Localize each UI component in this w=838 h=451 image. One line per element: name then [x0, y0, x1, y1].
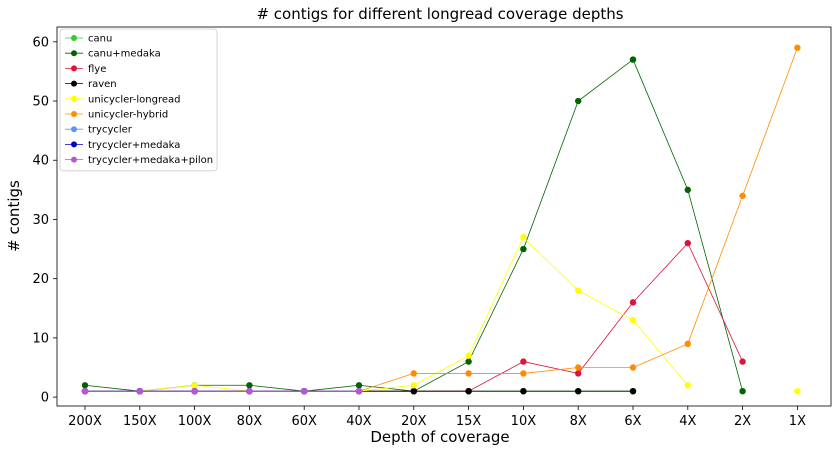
x-tick-label: 20X: [401, 414, 427, 429]
data-point-trycycler-medaka-pilon: [191, 387, 198, 395]
legend-marker-raven: [71, 80, 77, 87]
data-point-canu-medaka: [629, 56, 637, 63]
data-point-unicycler-hybrid: [794, 44, 801, 51]
y-tick-label: 10: [32, 331, 49, 346]
data-point-unicycler-longread: [191, 382, 198, 389]
data-point-unicycler-longread: [520, 234, 527, 241]
data-point-canu-medaka: [81, 382, 89, 389]
legend-marker-trycycler-medaka-pilon: [71, 156, 77, 163]
legend-marker-flye: [71, 65, 77, 72]
x-tick-label: 100X: [178, 414, 212, 429]
x-tick-label: 150X: [123, 414, 157, 429]
data-point-unicycler-longread: [465, 352, 472, 359]
plot-area: 200X 150X 100X 80X 60X 40X 20X 15X 10X 8X 6X 4X 2X 1X…: [32, 35, 806, 429]
legend-label-unicycler-hybrid: unicycler-hybrid: [88, 110, 168, 121]
series-line-unicycler-longread: [85, 236, 689, 392]
data-point-trycycler-medaka-pilon: [81, 387, 89, 395]
data-point-unicycler-hybrid: [739, 192, 746, 199]
legend-box: [59, 28, 218, 172]
x-tick-label: 8X: [570, 414, 587, 429]
legend-label-trycycler-medaka: trycycler+medaka: [88, 140, 180, 151]
legend-label-trycycler: trycycler: [88, 125, 133, 136]
data-point-canu-medaka: [520, 245, 527, 253]
data-point-flye: [629, 299, 637, 306]
x-tick-label: 4X: [679, 414, 696, 429]
x-tick-label: 1X: [789, 414, 806, 429]
legend-marker-canu: [71, 35, 77, 41]
legend-marker-trycycler-medaka: [71, 141, 77, 148]
data-point-unicycler-hybrid: [410, 370, 417, 377]
x-tick-label: 2X: [734, 414, 751, 429]
y-axis-title: # contigs: [5, 180, 23, 252]
series-trycycler-medaka-pilon: [81, 387, 363, 395]
y-tick-label: 60: [32, 35, 49, 50]
data-point-canu-medaka: [575, 97, 582, 105]
data-point-raven: [575, 387, 582, 395]
data-point-unicycler-longread: [794, 387, 801, 395]
legend-label-canu: canu: [88, 34, 112, 45]
x-tick-label: 200X: [68, 414, 102, 429]
data-point-trycycler-medaka-pilon: [301, 387, 308, 395]
y-tick-label: 30: [32, 213, 49, 228]
legend-label-canu-medaka: canu+medaka: [88, 49, 161, 60]
data-point-canu-medaka: [355, 382, 363, 389]
data-point-canu-medaka: [739, 387, 746, 395]
data-point-canu-medaka: [465, 358, 472, 365]
data-point-raven: [520, 387, 527, 395]
data-point-flye: [520, 358, 527, 365]
legend-label-flye: flye: [88, 64, 106, 75]
x-tick-label: 40X: [346, 414, 372, 429]
chart-title: # contigs for different longread coverag…: [256, 5, 623, 23]
data-point-flye: [575, 370, 582, 377]
data-point-unicycler-hybrid: [575, 364, 582, 371]
data-point-raven: [465, 387, 472, 395]
data-point-unicycler-hybrid: [520, 370, 527, 377]
x-tick-label: 60X: [291, 414, 317, 429]
plot-frame: [56, 26, 832, 407]
y-tick-label: 20: [32, 272, 49, 287]
y-tick-label: 40: [32, 154, 49, 169]
data-point-unicycler-longread: [684, 382, 691, 389]
data-point-trycycler-medaka-pilon: [136, 387, 143, 395]
legend: canu canu+medaka flye raven unicycler-longre…: [59, 28, 218, 172]
data-point-raven: [410, 387, 417, 395]
x-tick-label: 15X: [456, 414, 482, 429]
legend-marker-trycycler: [71, 126, 77, 133]
legend-label-raven: raven: [88, 79, 117, 90]
data-point-unicycler-hybrid: [684, 340, 691, 348]
data-point-trycycler-medaka-pilon: [355, 387, 363, 395]
data-point-unicycler-longread: [410, 382, 417, 389]
data-point-raven: [629, 387, 637, 395]
legend-label-unicycler-longread: unicycler-longread: [88, 94, 180, 105]
legend-marker-unicycler-hybrid: [71, 111, 77, 117]
x-axis-title: Depth of coverage: [370, 428, 509, 446]
data-point-canu-medaka: [246, 382, 253, 389]
data-point-unicycler-longread: [629, 316, 637, 324]
legend-label-trycycler-medaka-pilon: trycycler+medaka+pilon: [88, 155, 213, 166]
y-tick-label: 50: [32, 95, 49, 110]
data-point-unicycler-hybrid: [629, 364, 637, 371]
data-point-trycycler-medaka-pilon: [246, 387, 253, 395]
data-point-unicycler-longread: [575, 287, 582, 294]
x-tick-label: 80X: [237, 414, 263, 429]
data-point-flye: [684, 239, 691, 247]
legend-marker-unicycler-longread: [71, 95, 77, 102]
data-point-unicycler-hybrid: [465, 370, 472, 377]
legend-marker-canu-medaka: [71, 50, 77, 57]
data-point-canu-medaka: [684, 186, 691, 194]
x-tick-label: 6X: [624, 414, 641, 429]
y-tick-label: 0: [41, 391, 49, 406]
x-tick-label: 10X: [511, 414, 537, 429]
data-point-flye: [739, 358, 746, 365]
